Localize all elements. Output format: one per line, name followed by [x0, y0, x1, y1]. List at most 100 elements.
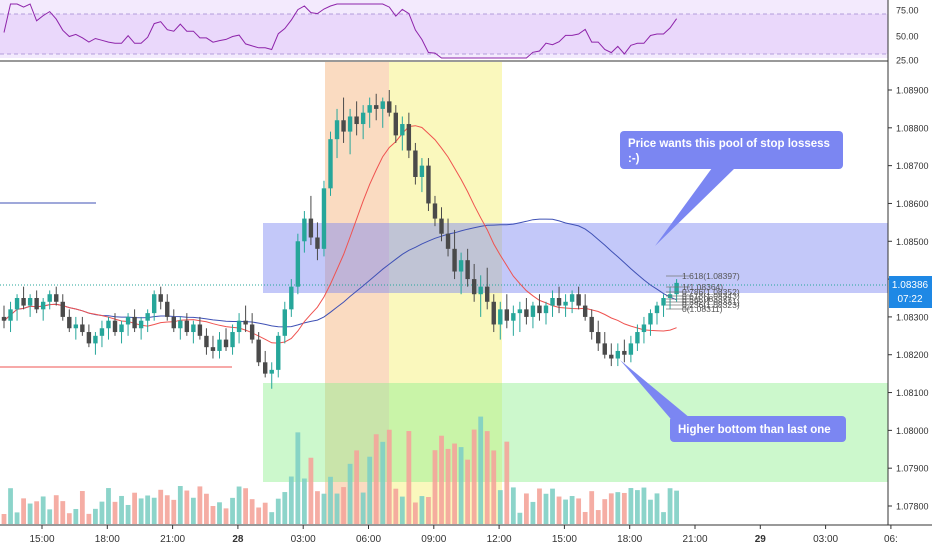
volume-bar	[458, 447, 464, 524]
volume-bar	[334, 493, 340, 524]
price-axis-bg	[888, 0, 932, 550]
candle-body	[178, 320, 183, 329]
volume-bar	[151, 497, 157, 524]
candle-body	[295, 241, 301, 287]
volume-bar	[249, 499, 255, 524]
candle-body	[210, 347, 216, 351]
volume-bar	[79, 491, 85, 524]
volume-bar	[399, 496, 405, 524]
candle-body	[471, 279, 477, 295]
time-tick-label: 18:00	[617, 534, 642, 545]
volume-bar	[204, 493, 209, 524]
candle-body	[1, 316, 7, 321]
rsi-band	[0, 14, 888, 54]
rsi-tick-label: 75.00	[896, 6, 919, 16]
candle-body	[511, 313, 516, 321]
volume-bar	[262, 502, 268, 524]
candle-body	[393, 112, 398, 136]
volume-bar	[445, 448, 451, 524]
volume-bar	[367, 456, 373, 524]
volume-bar	[543, 493, 549, 524]
volume-bar	[648, 499, 653, 524]
volume-bar	[674, 490, 679, 524]
candle-body	[530, 305, 536, 317]
candle-body	[40, 301, 46, 310]
candle-body	[635, 332, 640, 344]
volume-bar	[40, 496, 46, 524]
volume-bar	[386, 429, 392, 524]
fib-level-label: 0.236(1.08323)	[682, 300, 740, 310]
candle-body	[119, 324, 124, 333]
volume-bar	[550, 488, 555, 524]
current-price-tag: 1.08386 07:22	[889, 276, 932, 308]
candle-body	[524, 309, 529, 317]
volume-bar	[99, 501, 105, 524]
volume-bar	[432, 450, 438, 524]
volume-bar	[537, 488, 542, 524]
volume-bar	[190, 497, 196, 524]
volume-bar	[66, 513, 72, 524]
candle-body	[602, 343, 607, 355]
candle-body	[374, 105, 379, 109]
candle-body	[243, 320, 248, 325]
volume-bar	[269, 512, 275, 524]
candle-body	[204, 335, 209, 348]
candle-body	[197, 324, 203, 336]
candle-body	[445, 233, 451, 249]
candle-body	[576, 294, 581, 306]
price-tick-label: 1.07800	[896, 502, 929, 512]
candle-body	[661, 298, 666, 306]
candle-body	[321, 188, 327, 249]
candle-body	[276, 335, 281, 370]
time-tick-label: 03:00	[813, 534, 838, 545]
candle-body	[289, 286, 294, 310]
candle-body	[334, 120, 340, 140]
volume-bar	[8, 488, 13, 524]
callout-higher-bottom[interactable]: Higher bottom than last one	[620, 360, 846, 442]
candle-body	[615, 350, 621, 359]
callout-stop-loss[interactable]: Price wants this pool of stop lossess :-…	[620, 131, 843, 246]
rsi-axis-ticks: 75.00 50.00 25.00	[896, 6, 919, 66]
candle-body	[367, 105, 372, 113]
volume-bar	[145, 495, 151, 524]
volume-bar	[171, 499, 177, 524]
candle-body	[360, 112, 366, 125]
volume-bar	[125, 504, 131, 524]
candle-body	[47, 294, 52, 302]
price-tick-label: 1.08300	[896, 312, 929, 322]
candle-body	[158, 294, 163, 302]
candle-body	[191, 324, 196, 333]
candle-body	[302, 218, 307, 242]
volume-bar	[132, 492, 137, 524]
volume-bar	[354, 450, 360, 524]
time-tick-label: 15:00	[29, 534, 54, 545]
volume-bar	[615, 492, 621, 524]
candle-body	[432, 203, 438, 219]
time-tick-label: 28	[232, 534, 244, 545]
callout-stop-loss-text-1: Price wants this pool of stop lossess	[628, 138, 830, 150]
volume-bar	[73, 508, 79, 524]
volume-bar	[635, 490, 640, 524]
fib-level-label: 0.5(1.08337)	[682, 294, 730, 304]
time-tick-label: 06:	[884, 534, 898, 545]
candle-body	[400, 124, 405, 136]
volume-bar	[373, 434, 379, 524]
ma-slow-line	[3, 218, 677, 328]
volume-bar	[654, 493, 660, 524]
volume-bar	[478, 416, 484, 524]
volume-bar	[21, 498, 26, 524]
supply-zone[interactable]	[263, 223, 888, 293]
volume-bar	[360, 492, 366, 524]
volume-bar	[243, 488, 249, 524]
price-tick-label: 1.08200	[896, 350, 929, 360]
volume-bar	[517, 512, 523, 524]
rsi-tick-label: 25.00	[896, 56, 919, 66]
volume-bar	[439, 435, 444, 524]
fib-level-label: 0.618(1.08343)	[682, 291, 740, 301]
candle-body	[21, 298, 26, 306]
candle-body	[674, 282, 679, 295]
candle-body	[537, 305, 542, 314]
time-tick-label: 29	[755, 534, 767, 545]
candle-body	[73, 324, 79, 329]
